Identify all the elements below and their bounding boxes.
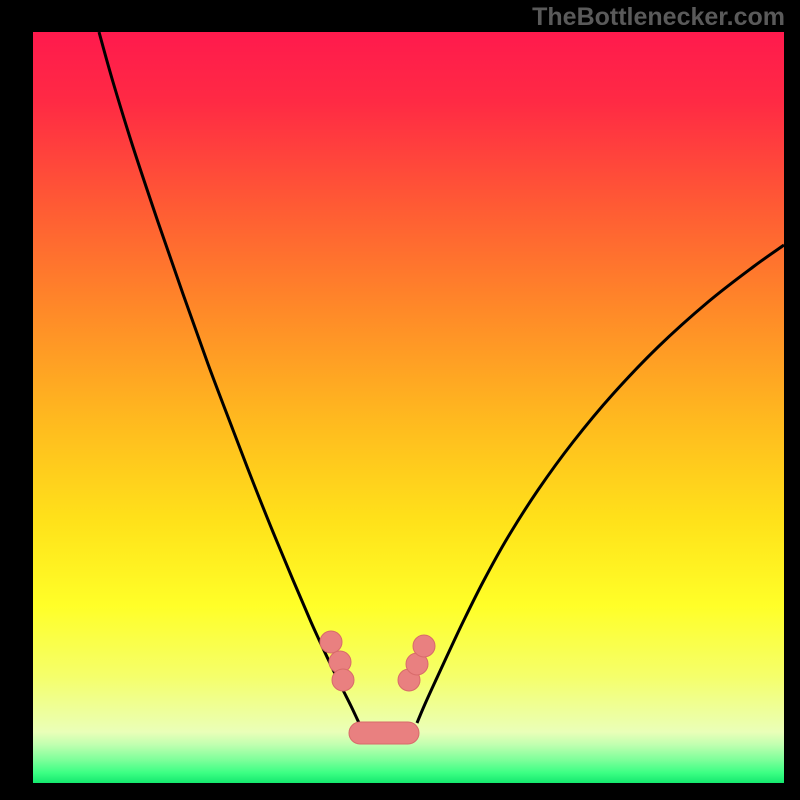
plot-area (33, 32, 784, 783)
valley-bar (349, 722, 419, 744)
curve-layer (33, 32, 784, 783)
bead-marker (320, 631, 342, 653)
curve-left (99, 32, 359, 723)
bead-marker (413, 635, 435, 657)
curve-right (417, 245, 784, 723)
bead-marker (332, 669, 354, 691)
watermark: TheBottlenecker.com (532, 3, 785, 32)
bead-group (320, 631, 435, 691)
